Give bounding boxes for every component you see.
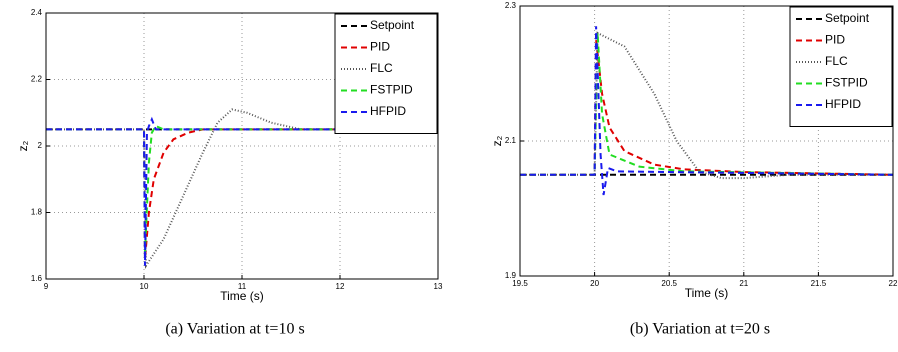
y-axis-label: z₂ bbox=[490, 135, 504, 146]
x-tick-label: 11 bbox=[238, 282, 247, 291]
axes-frame bbox=[519, 5, 894, 277]
legend-label: Setpoint bbox=[370, 18, 415, 32]
y-tick-label: 1.9 bbox=[505, 271, 517, 280]
legend-label: FLC bbox=[825, 54, 848, 68]
x-axis-label: Time (s) bbox=[685, 286, 729, 300]
x-tick-label: 9 bbox=[44, 282, 49, 291]
y-tick-label: 2 bbox=[38, 141, 43, 150]
x-tick-label: 20.5 bbox=[661, 279, 677, 288]
y-tick-label: 2.1 bbox=[505, 136, 517, 145]
caption: (b) Variation at t=20 s bbox=[630, 321, 770, 338]
x-tick-label: 10 bbox=[140, 282, 149, 291]
legend-label: PID bbox=[370, 40, 390, 54]
legend-box bbox=[334, 13, 438, 134]
series-line bbox=[520, 26, 893, 196]
legend-label: FSTPID bbox=[825, 76, 868, 90]
series-line bbox=[46, 124, 438, 253]
x-tick-label: 19.5 bbox=[512, 279, 528, 288]
subplot: 9 10 11 12 13 1.6 1.8 2 2.2 2.4 Time (s) z₂ (a) Vari… bbox=[16, 8, 443, 338]
x-tick-label: 12 bbox=[336, 282, 345, 291]
y-tick-label: 1.8 bbox=[31, 208, 43, 217]
y-tick-label: 2.2 bbox=[31, 75, 43, 84]
legend-label: HFPID bbox=[370, 104, 406, 118]
x-tick-label: 21.5 bbox=[811, 279, 827, 288]
legend-label: FLC bbox=[370, 61, 393, 75]
series-line bbox=[46, 116, 438, 266]
y-tick-label: 2.3 bbox=[505, 1, 517, 10]
legend-label: HFPID bbox=[825, 97, 861, 111]
x-tick-label: 13 bbox=[434, 282, 443, 291]
x-axis-label: Time (s) bbox=[220, 289, 264, 303]
x-tick-label: 20 bbox=[590, 279, 599, 288]
axes-frame bbox=[45, 12, 439, 280]
legend-label: PID bbox=[825, 33, 845, 47]
caption: (a) Variation at t=10 s bbox=[165, 321, 304, 338]
legend: Setpoint PID FLC FSTPID HFPID bbox=[334, 13, 438, 134]
legend: Setpoint PID FLC FSTPID HFPID bbox=[789, 6, 893, 127]
y-axis-label: z₂ bbox=[16, 140, 30, 151]
series-line bbox=[520, 31, 893, 180]
legend-label: Setpoint bbox=[825, 11, 870, 25]
legend-label: FSTPID bbox=[370, 83, 413, 97]
subplot: 19.5 20 20.5 21 21.5 22 1.9 2.1 2.3 Time (s) z₂ (b)… bbox=[490, 1, 898, 338]
y-tick-label: 2.4 bbox=[31, 8, 43, 17]
legend-box bbox=[789, 6, 893, 127]
x-tick-label: 22 bbox=[889, 279, 898, 288]
y-tick-label: 1.6 bbox=[31, 274, 43, 283]
x-tick-label: 21 bbox=[739, 279, 748, 288]
